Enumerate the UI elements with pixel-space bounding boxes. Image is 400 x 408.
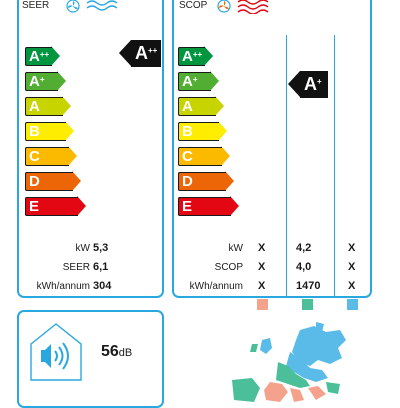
scop-header: SCOP: [179, 0, 208, 11]
scop-row-c1: X: [258, 242, 266, 254]
scop-class-4: C: [178, 146, 231, 166]
noise-level: 56dB: [101, 343, 132, 361]
scop-class-0: A++: [178, 46, 214, 66]
seer-class-2: A: [25, 96, 72, 116]
scop-rating-label: A: [304, 74, 317, 94]
scop-class-6: E: [178, 196, 240, 216]
seer-rating-label: A: [135, 43, 148, 63]
scop-class-label: C: [182, 148, 193, 165]
seer-class-label: A++: [29, 48, 50, 65]
seer-class-1: A+: [25, 71, 67, 91]
seer-row-value: 5,3: [93, 242, 109, 254]
scop-class-1: A+: [178, 71, 220, 91]
zone-warm-swatch: [257, 299, 268, 310]
scop-row-key: kW: [228, 243, 243, 254]
seer-class-label: A: [29, 98, 40, 115]
seer-rating-arrow: A++: [119, 40, 161, 67]
scop-row-key: SCOP: [214, 262, 243, 273]
heat-wave-icon: [237, 0, 269, 14]
scop-row-key: kWh/annum: [189, 281, 243, 292]
scop-row-c2: 1470: [296, 280, 321, 292]
scop-class-5: D: [178, 171, 235, 191]
scop-class-label: D: [182, 173, 193, 190]
house-speaker-icon: [30, 323, 82, 381]
seer-row-key: kWh/annum: [36, 281, 90, 292]
scop-row-c3: X: [348, 261, 356, 273]
heating-fan-icon: [217, 0, 231, 13]
seer-class-3: B: [25, 121, 75, 141]
zone-average-swatch: [302, 299, 313, 310]
scop-row-c3: X: [348, 280, 356, 292]
scop-row-c1: X: [258, 280, 266, 292]
seer-class-5: D: [25, 171, 82, 191]
noise-value: 56: [101, 343, 119, 360]
scop-row-c1: X: [258, 261, 266, 273]
seer-class-0: A++: [25, 46, 61, 66]
seer-header: SEER: [22, 0, 50, 11]
seer-class-label: D: [29, 173, 40, 190]
seer-row-key: SEER: [62, 262, 90, 273]
scop-panel: [172, 0, 372, 298]
seer-class-label: B: [29, 123, 40, 140]
zone-cold-swatch: [347, 299, 358, 310]
seer-class-label: C: [29, 148, 40, 165]
seer-class-6: E: [25, 196, 87, 216]
scop-row-c2: 4,2: [296, 242, 312, 254]
snowflake-icon: [86, 0, 118, 11]
seer-class-label: E: [29, 198, 40, 215]
scop-class-2: A: [178, 96, 225, 116]
europe-map-icon: [232, 322, 346, 402]
seer-class-label: A+: [29, 73, 45, 90]
seer-class-4: C: [25, 146, 78, 166]
scop-rating-arrow: A+: [288, 71, 328, 98]
scop-class-label: A+: [182, 73, 198, 90]
scop-divider-1: [286, 35, 287, 298]
seer-rating-sup: ++: [148, 46, 158, 55]
scop-class-label: A: [182, 98, 193, 115]
scop-class-label: E: [182, 198, 193, 215]
scop-rating-sup: +: [317, 77, 322, 86]
seer-panel: [17, 0, 164, 298]
scop-row-c3: X: [348, 242, 356, 254]
cooling-fan-icon: [66, 0, 80, 13]
noise-unit: dB: [118, 347, 133, 359]
scop-class-label: B: [182, 123, 193, 140]
seer-row-value: 6,1: [93, 261, 109, 273]
scop-class-label: A++: [182, 48, 203, 65]
seer-row-key: kW: [75, 243, 90, 254]
seer-row-value: 304: [93, 280, 112, 292]
scop-divider-2: [334, 35, 335, 298]
scop-row-c2: 4,0: [296, 261, 312, 273]
scop-class-3: B: [178, 121, 228, 141]
